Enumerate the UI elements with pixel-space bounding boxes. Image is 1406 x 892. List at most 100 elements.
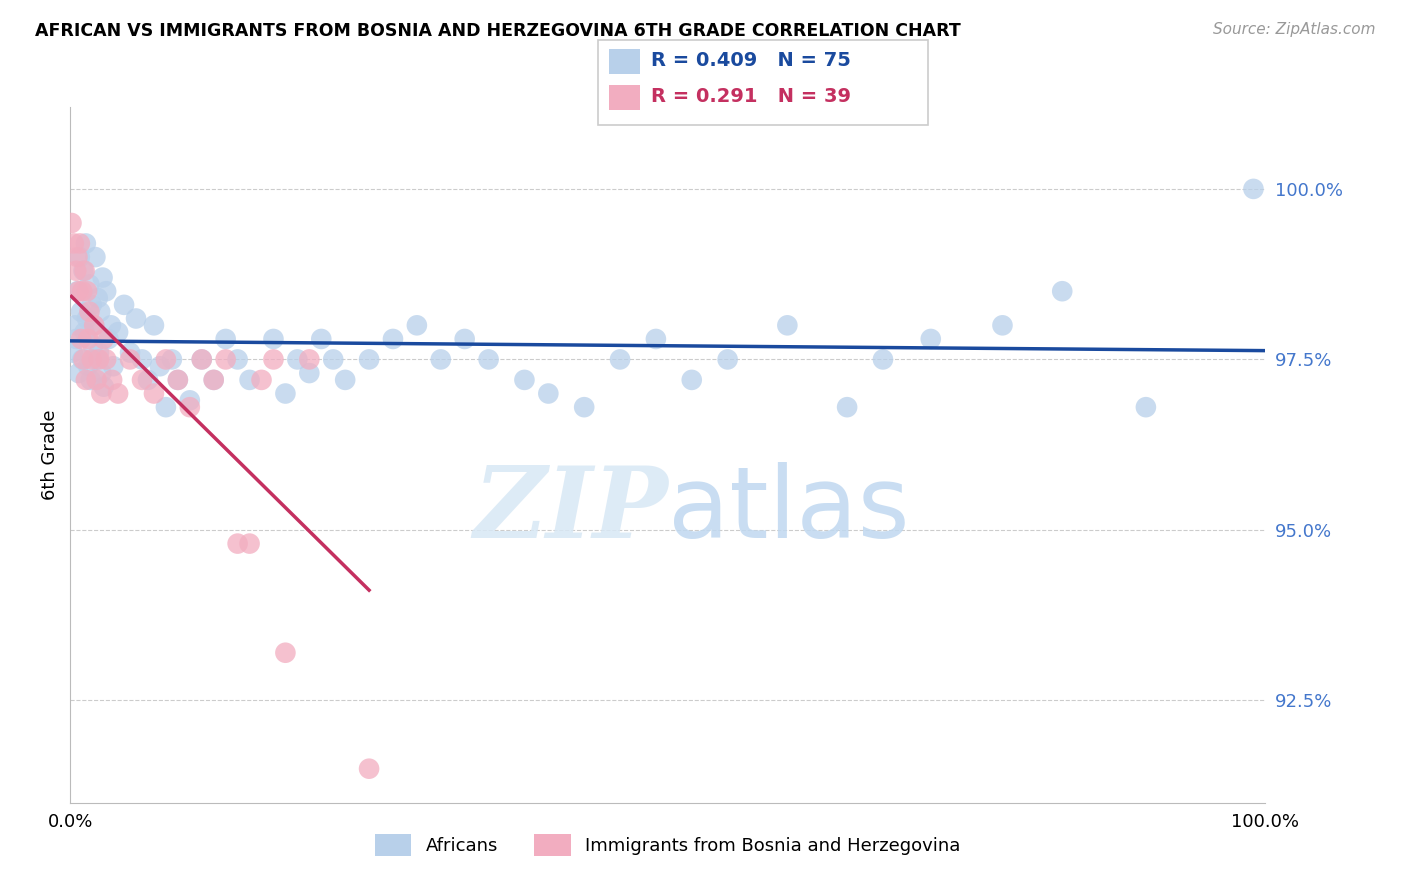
Y-axis label: 6th Grade: 6th Grade <box>41 409 59 500</box>
Point <box>66 250 89 264</box>
Point <box>920 332 942 346</box>
Point <box>274 646 297 660</box>
Point <box>100 318 122 333</box>
Point <box>120 352 141 367</box>
Point <box>70 304 93 318</box>
Point <box>574 400 596 414</box>
Point <box>79 373 101 387</box>
Point <box>991 318 1014 333</box>
Point <box>76 284 98 298</box>
Point <box>62 345 84 359</box>
Point <box>107 386 129 401</box>
Point <box>1243 182 1265 196</box>
Point <box>66 284 89 298</box>
Point <box>67 284 90 298</box>
Point <box>1135 400 1157 414</box>
Point <box>83 318 105 333</box>
Text: Source: ZipAtlas.com: Source: ZipAtlas.com <box>1212 22 1375 37</box>
Point <box>87 291 110 305</box>
Point <box>239 373 262 387</box>
Point <box>681 373 703 387</box>
Point <box>79 277 101 292</box>
Point <box>77 359 100 374</box>
Point <box>72 352 94 367</box>
Point <box>149 359 172 374</box>
Point <box>80 298 103 312</box>
Point <box>214 332 236 346</box>
Point <box>87 345 110 359</box>
Text: ZIP: ZIP <box>472 462 668 558</box>
Point <box>91 270 114 285</box>
Point <box>359 762 381 776</box>
Text: AFRICAN VS IMMIGRANTS FROM BOSNIA AND HERZEGOVINA 6TH GRADE CORRELATION CHART: AFRICAN VS IMMIGRANTS FROM BOSNIA AND HE… <box>35 22 960 40</box>
Point <box>87 352 110 367</box>
Point <box>75 373 97 387</box>
Point <box>67 366 90 380</box>
Point <box>65 264 87 278</box>
Point <box>60 216 83 230</box>
Point <box>202 373 225 387</box>
Point <box>609 352 631 367</box>
Point <box>63 318 86 333</box>
Point <box>837 400 859 414</box>
Point <box>80 352 103 367</box>
Point <box>82 339 104 353</box>
Point <box>191 352 214 367</box>
Point <box>645 332 668 346</box>
Point <box>298 366 321 380</box>
Point <box>263 352 285 367</box>
Point <box>107 325 129 339</box>
Point <box>73 325 96 339</box>
Point <box>226 536 249 550</box>
Point <box>143 318 166 333</box>
Text: R = 0.291   N = 39: R = 0.291 N = 39 <box>651 87 851 105</box>
Point <box>79 304 101 318</box>
Point <box>287 352 309 367</box>
Legend: Africans, Immigrants from Bosnia and Herzegovina: Africans, Immigrants from Bosnia and Her… <box>375 834 960 856</box>
Point <box>73 264 96 278</box>
Point <box>537 386 560 401</box>
Point <box>96 284 118 298</box>
Point <box>72 264 94 278</box>
Point <box>478 352 501 367</box>
Point <box>179 400 201 414</box>
Point <box>120 345 141 359</box>
Point <box>75 236 97 251</box>
Point <box>263 332 285 346</box>
Point <box>359 352 381 367</box>
Point <box>125 311 148 326</box>
Point <box>70 332 93 346</box>
Point <box>93 332 115 346</box>
Point <box>97 332 120 346</box>
Point <box>214 352 236 367</box>
Point <box>101 373 124 387</box>
Point <box>160 352 183 367</box>
Point <box>454 332 477 346</box>
Point <box>86 373 108 387</box>
Point <box>70 284 93 298</box>
Point <box>717 352 740 367</box>
Point <box>155 400 177 414</box>
Point <box>77 332 100 346</box>
Point <box>84 250 107 264</box>
Point <box>90 366 112 380</box>
Point <box>143 386 166 401</box>
Text: atlas: atlas <box>668 462 910 559</box>
Point <box>89 304 111 318</box>
Point <box>382 332 405 346</box>
Point <box>83 318 105 333</box>
Point <box>90 386 112 401</box>
Point <box>335 373 357 387</box>
Point <box>513 373 536 387</box>
Point <box>191 352 214 367</box>
Point <box>322 352 344 367</box>
Point <box>93 380 115 394</box>
Point <box>112 298 135 312</box>
Point <box>76 311 98 326</box>
Point <box>250 373 273 387</box>
Point <box>202 373 225 387</box>
Point <box>103 359 125 374</box>
Point <box>69 250 91 264</box>
Point <box>872 352 894 367</box>
Point <box>311 332 333 346</box>
